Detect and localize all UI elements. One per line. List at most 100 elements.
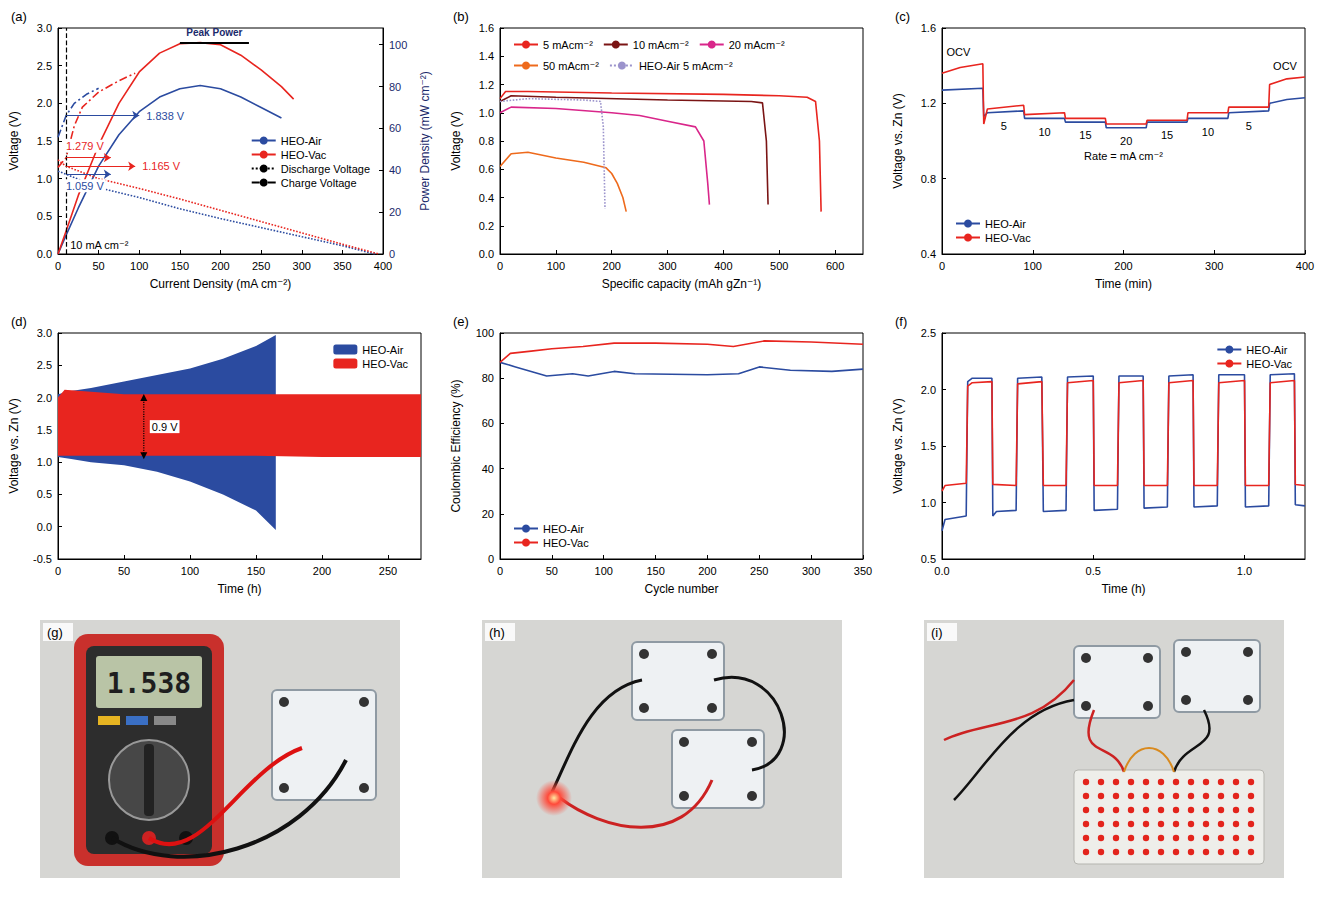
svg-text:(b): (b) (453, 9, 469, 24)
svg-text:100: 100 (181, 565, 199, 577)
svg-text:0.5: 0.5 (921, 553, 936, 565)
svg-text:100: 100 (1024, 260, 1042, 272)
svg-text:0.0: 0.0 (37, 248, 52, 260)
svg-text:OCV: OCV (946, 46, 971, 58)
svg-text:1.0: 1.0 (921, 497, 936, 509)
svg-text:5: 5 (1001, 120, 1007, 132)
svg-text:3.0: 3.0 (37, 327, 52, 339)
svg-text:200: 200 (698, 565, 716, 577)
svg-text:50: 50 (118, 565, 130, 577)
svg-text:20: 20 (389, 206, 401, 218)
svg-text:2.0: 2.0 (37, 392, 52, 404)
svg-text:200: 200 (313, 565, 331, 577)
svg-text:HEO-Vac: HEO-Vac (1246, 358, 1292, 370)
svg-text:2.0: 2.0 (921, 384, 936, 396)
svg-text:0: 0 (939, 260, 945, 272)
svg-text:(f): (f) (895, 314, 907, 329)
svg-text:1.2: 1.2 (921, 97, 936, 109)
svg-text:200: 200 (603, 260, 621, 272)
svg-text:0.0: 0.0 (934, 565, 949, 577)
svg-text:HEO-Air: HEO-Air (281, 135, 322, 147)
svg-text:300: 300 (1205, 260, 1223, 272)
svg-text:Charge Voltage: Charge Voltage (281, 177, 357, 189)
svg-text:20 mAcm⁻²: 20 mAcm⁻² (729, 39, 785, 51)
svg-text:2.0: 2.0 (37, 97, 52, 109)
svg-text:350: 350 (333, 260, 351, 272)
svg-text:40: 40 (389, 164, 401, 176)
svg-text:1.538: 1.538 (107, 667, 191, 700)
svg-text:100: 100 (389, 39, 407, 51)
svg-text:Voltage vs. Zn (V): Voltage vs. Zn (V) (891, 93, 905, 188)
svg-text:2.5: 2.5 (37, 60, 52, 72)
svg-text:10 mAcm⁻²: 10 mAcm⁻² (633, 39, 689, 51)
svg-text:1.279 V: 1.279 V (66, 140, 105, 152)
svg-text:HEO-Air 5 mAcm⁻²: HEO-Air 5 mAcm⁻² (639, 60, 733, 72)
svg-text:60: 60 (482, 417, 494, 429)
svg-text:Voltage vs. Zn (V): Voltage vs. Zn (V) (891, 398, 905, 493)
svg-text:0.4: 0.4 (921, 248, 936, 260)
svg-text:Time (h): Time (h) (1101, 582, 1145, 596)
svg-text:50: 50 (93, 260, 105, 272)
svg-text:1.0: 1.0 (1237, 565, 1252, 577)
svg-text:0.4: 0.4 (479, 192, 494, 204)
svg-text:1.0: 1.0 (37, 456, 52, 468)
svg-text:100: 100 (130, 260, 148, 272)
svg-text:500: 500 (770, 260, 788, 272)
svg-text:Time (min): Time (min) (1095, 277, 1152, 291)
svg-text:Current Density (mA cm⁻²): Current Density (mA cm⁻²) (150, 277, 292, 291)
svg-text:400: 400 (714, 260, 732, 272)
svg-text:HEO-Air: HEO-Air (362, 344, 403, 356)
svg-text:3.0: 3.0 (37, 22, 52, 34)
svg-text:20: 20 (482, 508, 494, 520)
svg-text:OCV: OCV (1273, 60, 1298, 72)
svg-text:150: 150 (171, 260, 189, 272)
svg-text:0: 0 (497, 565, 503, 577)
svg-text:100: 100 (476, 327, 494, 339)
svg-text:400: 400 (1296, 260, 1314, 272)
svg-text:0.5: 0.5 (1086, 565, 1101, 577)
svg-text:1.165 V: 1.165 V (142, 160, 181, 172)
svg-text:1.0: 1.0 (479, 107, 494, 119)
svg-text:Voltage (V): Voltage (V) (7, 111, 21, 170)
svg-text:(g): (g) (47, 625, 63, 640)
svg-text:0.5: 0.5 (37, 210, 52, 222)
svg-text:15: 15 (1079, 129, 1091, 141)
svg-text:HEO-Air: HEO-Air (1246, 344, 1287, 356)
svg-text:HEO-Vac: HEO-Vac (985, 232, 1031, 244)
svg-text:HEO-Vac: HEO-Vac (362, 358, 408, 370)
svg-text:10: 10 (1202, 126, 1214, 138)
svg-text:Rate = mA cm⁻²: Rate = mA cm⁻² (1084, 150, 1163, 162)
svg-text:0.0: 0.0 (479, 248, 494, 260)
svg-text:600: 600 (826, 260, 844, 272)
svg-text:300: 300 (293, 260, 311, 272)
svg-text:0.8: 0.8 (479, 135, 494, 147)
svg-text:0.2: 0.2 (479, 220, 494, 232)
svg-text:400: 400 (374, 260, 392, 272)
svg-text:(c): (c) (895, 9, 910, 24)
svg-text:Discharge Voltage: Discharge Voltage (281, 163, 370, 175)
svg-text:Power Density (mW cm⁻²): Power Density (mW cm⁻²) (418, 71, 432, 211)
svg-text:80: 80 (482, 372, 494, 384)
svg-text:10: 10 (1038, 126, 1050, 138)
svg-text:HEO-Air: HEO-Air (985, 218, 1026, 230)
svg-text:(h): (h) (489, 625, 505, 640)
svg-text:(d): (d) (11, 314, 27, 329)
svg-text:15: 15 (1161, 129, 1173, 141)
svg-text:60: 60 (389, 122, 401, 134)
svg-text:80: 80 (389, 81, 401, 93)
svg-text:0: 0 (389, 248, 395, 260)
svg-text:250: 250 (252, 260, 270, 272)
svg-text:10 mA cm⁻²: 10 mA cm⁻² (70, 239, 129, 251)
svg-text:1.4: 1.4 (479, 50, 494, 62)
svg-text:-0.5: -0.5 (33, 553, 52, 565)
svg-text:100: 100 (595, 565, 613, 577)
svg-text:(e): (e) (453, 314, 469, 329)
svg-text:Voltage (V): Voltage (V) (449, 111, 463, 170)
svg-text:(a): (a) (11, 9, 27, 24)
svg-text:0.6: 0.6 (479, 163, 494, 175)
svg-text:HEO-Vac: HEO-Vac (543, 537, 589, 549)
svg-text:0.5: 0.5 (37, 488, 52, 500)
svg-text:0: 0 (55, 565, 61, 577)
svg-text:300: 300 (658, 260, 676, 272)
svg-text:100: 100 (547, 260, 565, 272)
